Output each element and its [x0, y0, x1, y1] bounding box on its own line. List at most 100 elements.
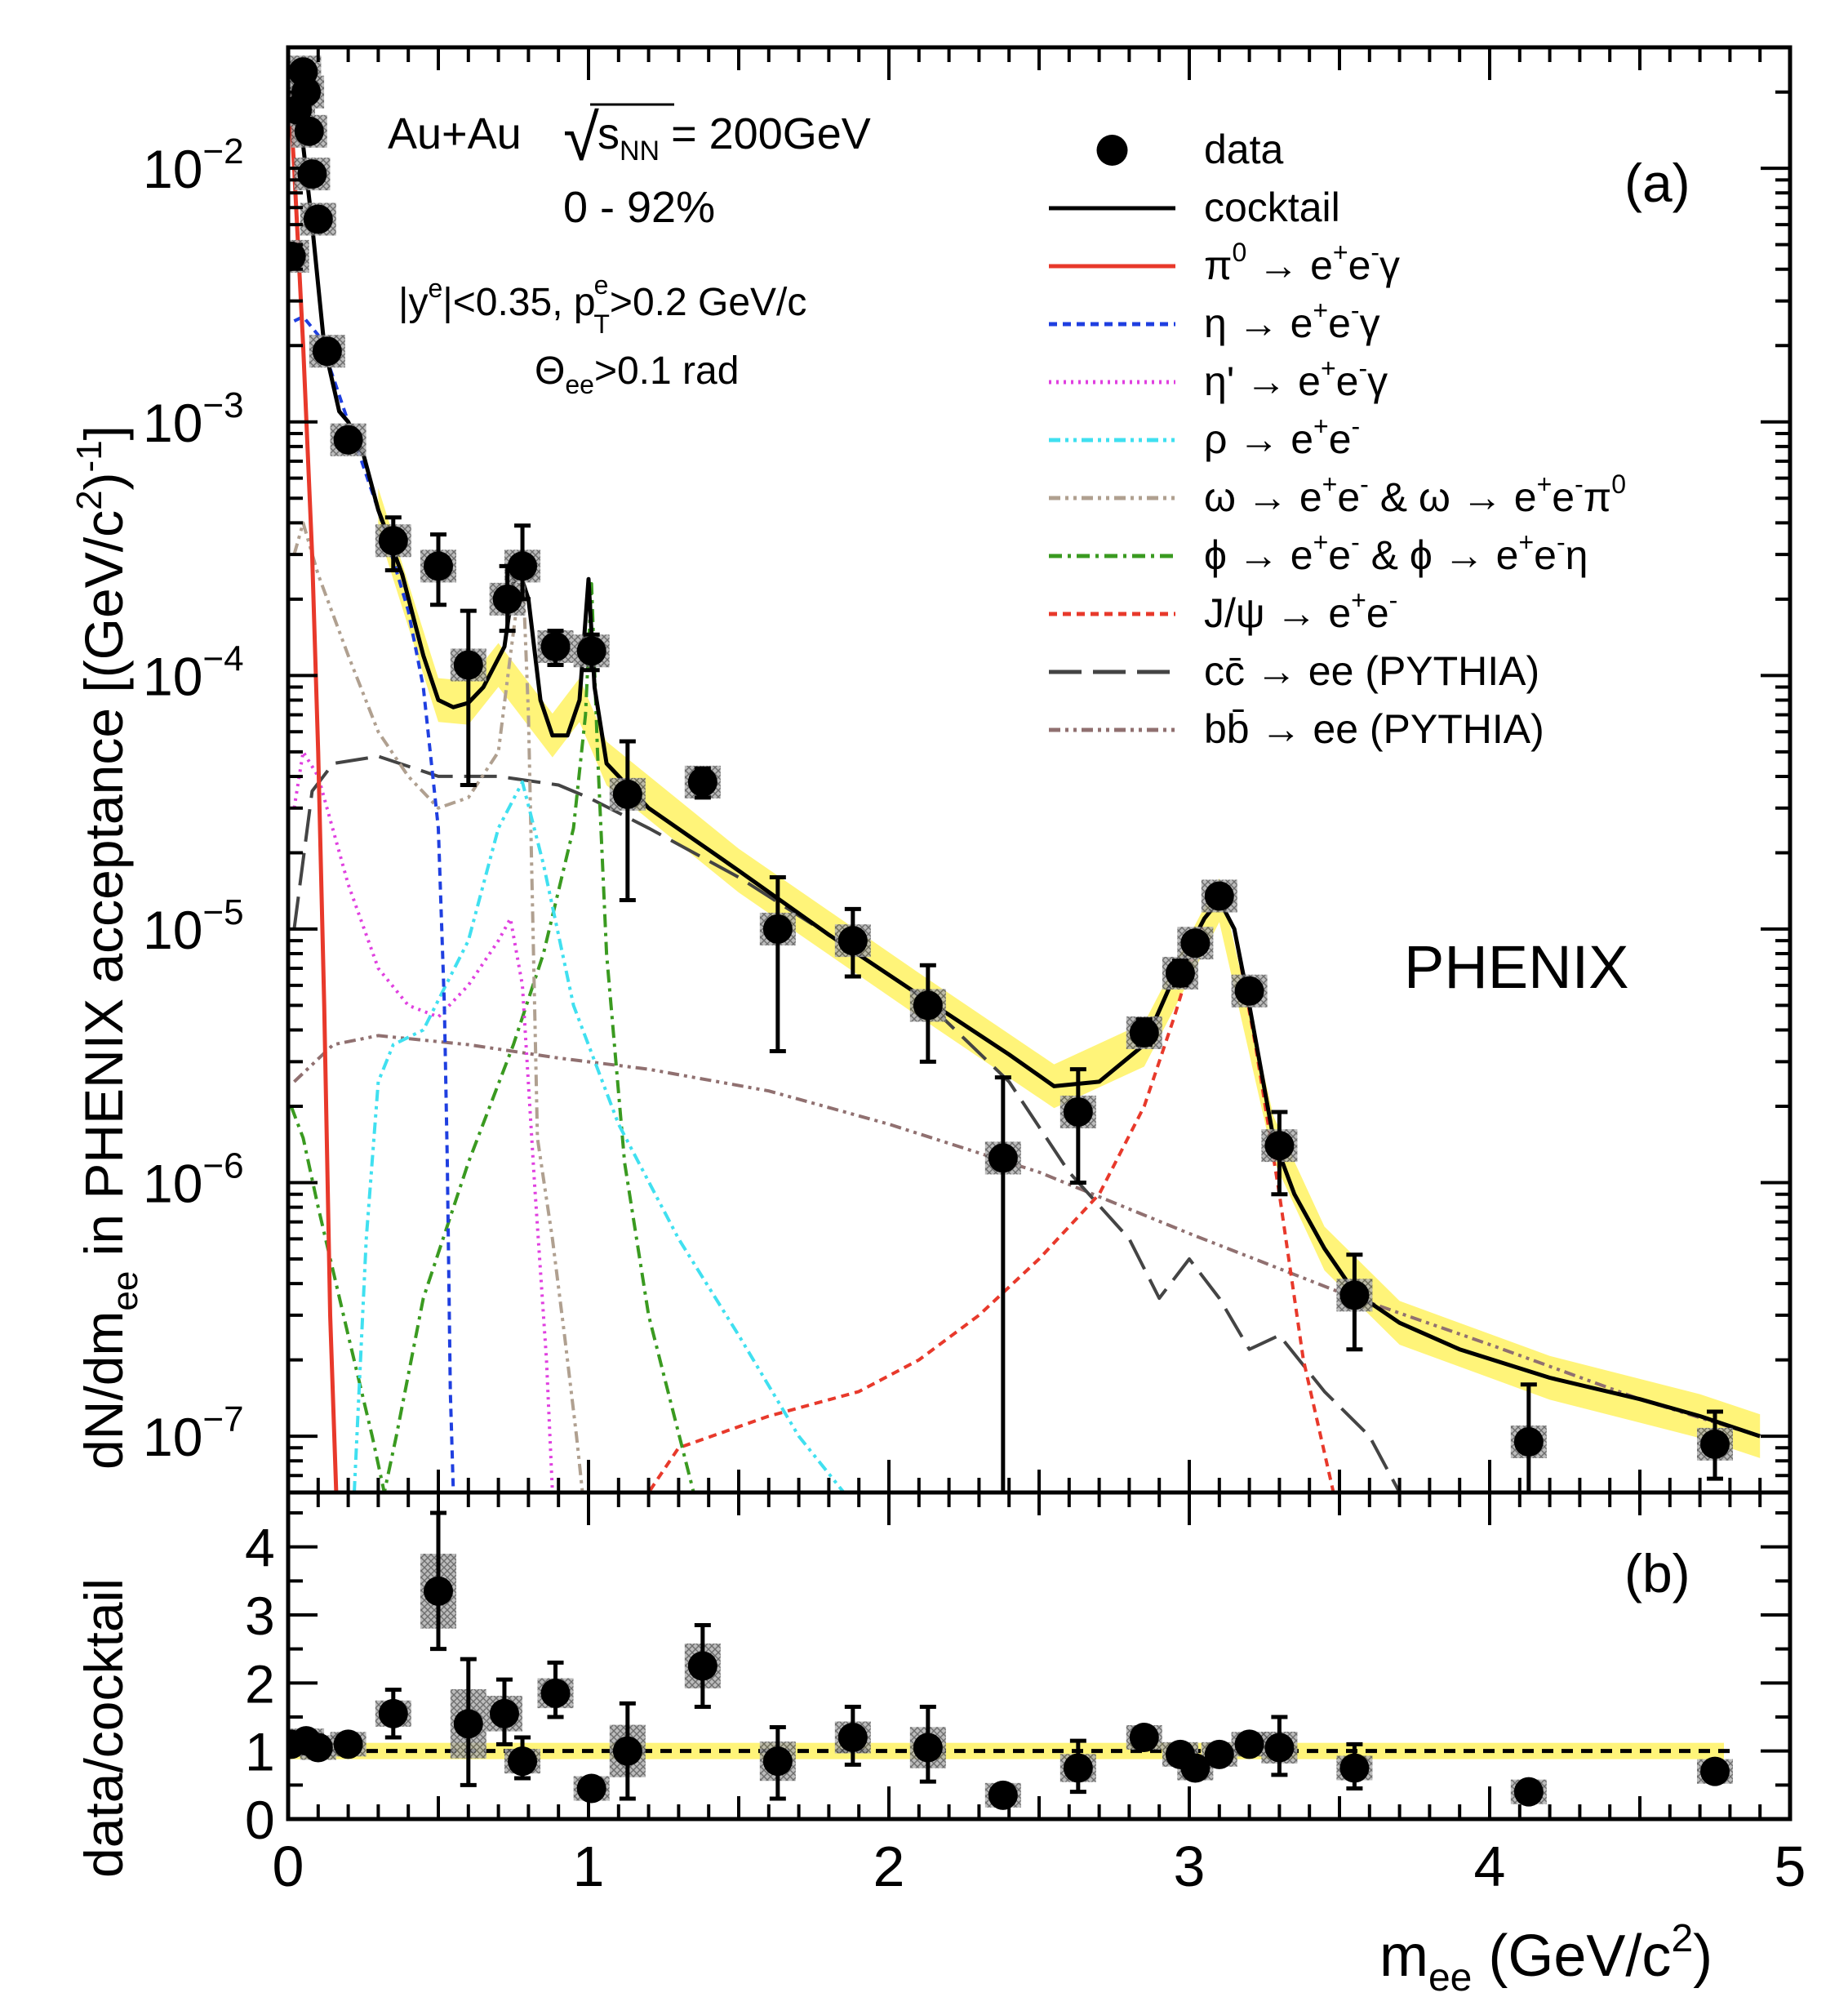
x-tick-label: 1	[573, 1835, 605, 1898]
panel-a-label: (a)	[1624, 153, 1690, 213]
legend-label: π0 → e+e-γ	[1204, 238, 1400, 288]
curve-phi	[289, 582, 695, 1492]
data-point	[489, 1698, 519, 1728]
x-tick-label: 5	[1775, 1835, 1806, 1898]
data-points-a	[288, 57, 1730, 1492]
x-tick-label: 4	[1474, 1835, 1506, 1898]
x-tick-label: 0	[273, 1835, 304, 1898]
data-point	[453, 650, 483, 680]
sqrt-symbol: √	[563, 101, 599, 174]
legend-label: η → e+e-γ	[1204, 296, 1380, 346]
data-point	[492, 584, 522, 614]
panel-a-frame	[286, 45, 1792, 1495]
curve-bbbar	[293, 1034, 1761, 1439]
legend-entry-rho: ρ → e+e-	[1049, 411, 1360, 462]
annotation-opening-angle-cut: Θee>0.1 rad	[535, 349, 739, 399]
legend-marker	[1096, 135, 1128, 166]
data-point	[1513, 1427, 1544, 1457]
curve-ccbar	[292, 754, 1402, 1492]
y-tick-label-a: 10−7	[143, 1399, 244, 1467]
data-point	[378, 1698, 408, 1728]
curve-pi0	[288, 91, 339, 1492]
legend-label: η' → e+e-γ	[1204, 354, 1388, 404]
y-axis-title-b: data/cocktail	[73, 1578, 134, 1878]
data-point	[1063, 1096, 1093, 1127]
data-point	[988, 1780, 1018, 1810]
data-point	[1339, 1753, 1370, 1783]
data-point	[576, 1773, 606, 1804]
data-point	[540, 1678, 571, 1708]
legend-entry-ccbar: cc̄ → ee (PYTHIA)	[1049, 648, 1539, 694]
data-point	[424, 1576, 453, 1606]
annotation-system: Au+Au	[388, 109, 522, 158]
data-point	[1180, 1753, 1211, 1783]
panel-a-spectrum: 10−2 10−3 10−4 10−5 10−6 10−7 Au+Au √ sNN = 20…	[143, 45, 1792, 1495]
data-point	[294, 116, 324, 146]
y-tick-label-a: 10−2	[143, 131, 244, 199]
curve-omega	[292, 521, 584, 1492]
data-point	[687, 1651, 717, 1681]
ratio-uncertainty-band	[288, 1742, 1725, 1759]
data-point	[1129, 1723, 1159, 1752]
panel-b-frame	[286, 1490, 1792, 1822]
data-point	[762, 1746, 793, 1777]
data-point	[508, 551, 538, 581]
legend-entry-etap: η' → e+e-γ	[1049, 354, 1388, 404]
legend-label: cocktail	[1204, 185, 1340, 230]
x-tick-label: 3	[1174, 1835, 1206, 1898]
data-point	[312, 336, 342, 367]
data-point	[288, 241, 306, 271]
y-tick-label-b: 2	[245, 1653, 275, 1714]
data-point	[612, 1736, 642, 1766]
y-tick-label-b: 0	[245, 1790, 275, 1850]
data-point	[1339, 1280, 1370, 1310]
data-point	[508, 1746, 538, 1777]
data-point	[687, 767, 717, 797]
panel-b-label: (b)	[1624, 1543, 1690, 1604]
data-point	[913, 1733, 943, 1763]
data-point	[1700, 1756, 1730, 1786]
y-tick-label-a: 10−4	[143, 638, 244, 706]
legend-label: cc̄ → ee (PYTHIA)	[1204, 648, 1539, 694]
panel-b-ratio: 0 1 2 3 4 0 1 2 3 4 5 (b)	[245, 1490, 1806, 1898]
data-point	[837, 926, 868, 956]
x-axis-title: mee (GeV/c2)	[1379, 1917, 1713, 1999]
data-point	[988, 1143, 1018, 1173]
curve-etap	[292, 750, 554, 1492]
legend-entry-omega: ω → e+e- & ω → e+e-π0	[1049, 469, 1626, 520]
annotation-rapidity-pt-cut: |ye|<0.35, pe T>0.2 GeV/c	[398, 270, 806, 339]
y-tick-label-b: 1	[245, 1722, 275, 1782]
data-point	[762, 914, 793, 944]
legend-label: data	[1204, 127, 1284, 172]
legend-entry-pi0: π0 → e+e-γ	[1049, 238, 1400, 288]
curve-rho	[353, 780, 846, 1492]
y-tick-label-a: 10−3	[143, 385, 244, 453]
legend-entry-eta: η → e+e-γ	[1049, 296, 1380, 346]
legend-label: ρ → e+e-	[1204, 411, 1360, 462]
data-point	[453, 1709, 483, 1739]
data-point	[1264, 1733, 1295, 1763]
legend-entry-bbbar: bb̄ → ee (PYTHIA)	[1049, 706, 1544, 752]
experiment-label: PHENIX	[1404, 933, 1629, 1001]
data-point	[1234, 1729, 1264, 1759]
legend-entry-phi: ϕ → e+e- & ϕ → e+e-η	[1049, 527, 1588, 578]
data-point	[378, 526, 408, 556]
systematic-boxes-b	[288, 1554, 1733, 1808]
data-point	[333, 1729, 363, 1759]
annotation-centrality: 0 - 92%	[563, 183, 715, 232]
data-point	[837, 1723, 868, 1752]
data-point	[291, 77, 322, 107]
data-point	[424, 551, 453, 581]
data-point	[540, 631, 571, 661]
legend-label: J/ψ → e+e-	[1204, 585, 1397, 636]
legend-label: ω → e+e- & ω → e+e-π0	[1204, 469, 1626, 520]
data-point	[1700, 1429, 1730, 1459]
legend-entry-jpsi: J/ψ → e+e-	[1049, 585, 1397, 636]
data-point	[612, 779, 642, 809]
legend-entry-cocktail: cocktail	[1049, 185, 1340, 230]
data-point	[1204, 881, 1234, 911]
data-point	[1180, 928, 1211, 959]
legend-entry-data: data	[1096, 127, 1284, 172]
data-point	[1204, 1739, 1234, 1769]
